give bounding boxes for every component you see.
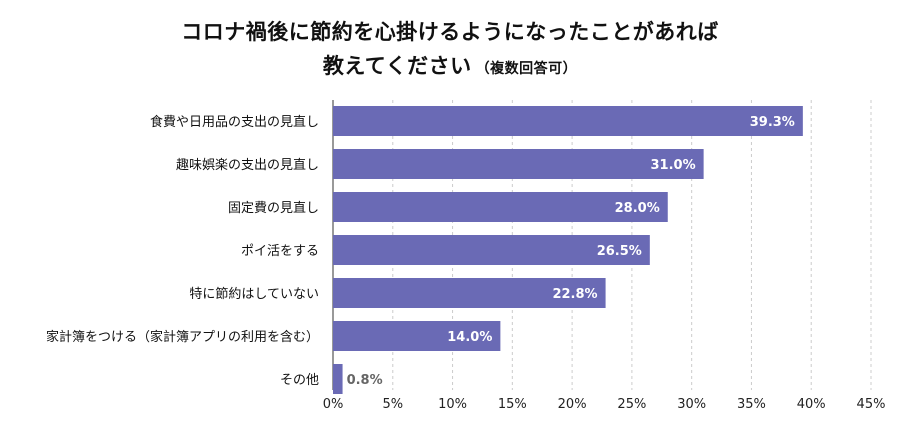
bar — [333, 192, 668, 222]
x-tick-label: 5% — [382, 397, 403, 412]
bar — [333, 235, 650, 265]
data-label: 31.0% — [651, 158, 696, 173]
data-label: 0.8% — [347, 373, 383, 388]
bar — [333, 149, 704, 179]
bar — [333, 106, 803, 136]
x-tick-label: 10% — [438, 397, 467, 412]
x-tick-label: 30% — [677, 397, 706, 412]
category-label: 特に節約はしていない — [189, 287, 319, 302]
data-label: 22.8% — [552, 287, 597, 302]
category-label: その他 — [280, 373, 319, 388]
bar — [333, 278, 606, 308]
data-label: 14.0% — [447, 330, 492, 345]
chart-title-line1: コロナ禍後に節約を心掛けるようになったことがあれば — [0, 16, 900, 46]
chart-title-text-1: コロナ禍後に節約を心掛けるようになったことがあれば — [181, 20, 719, 44]
x-tick-label: 45% — [857, 397, 886, 412]
category-label: 趣味娯楽の支出の見直し — [176, 157, 319, 173]
data-label: 28.0% — [615, 201, 660, 216]
bar — [333, 321, 501, 351]
category-label: 食費や日用品の支出の見直し — [150, 114, 319, 130]
chart-title-text-2: 教えてください — [322, 54, 472, 78]
chart-title-suffix: （複数回答可） — [475, 61, 578, 77]
x-tick-label: 0% — [323, 397, 344, 412]
category-label: 家計簿をつける（家計簿アプリの利用を含む） — [46, 329, 319, 345]
x-tick-label: 35% — [737, 397, 766, 412]
category-label: 固定費の見直し — [228, 201, 319, 216]
category-label: ポイ活をする — [241, 244, 319, 259]
x-tick-label: 20% — [558, 397, 587, 412]
data-label: 39.3% — [750, 115, 795, 130]
data-label: 26.5% — [597, 244, 642, 259]
bar — [333, 364, 343, 394]
x-tick-label: 15% — [498, 397, 527, 412]
x-tick-label: 40% — [797, 397, 826, 412]
chart-title-line2: 教えてください （複数回答可） — [0, 50, 900, 80]
x-tick-label: 25% — [617, 397, 646, 412]
